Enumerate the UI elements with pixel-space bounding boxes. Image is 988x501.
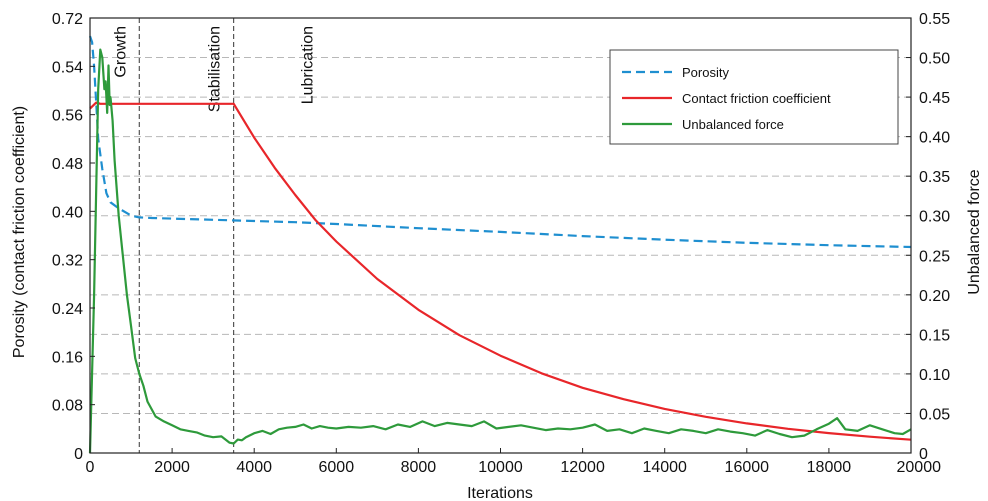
x-tick-label: 16000 [725,459,770,476]
y-right-tick-label: 0.10 [919,367,950,384]
y-left-tick-label: 0.16 [52,349,83,366]
legend-label: Contact friction coefficient [682,91,831,106]
x-tick-label: 8000 [401,459,437,476]
y-left-tick-label: 0.32 [52,253,83,270]
legend: Porosity Contact friction coefficient Unba… [609,49,899,145]
y-right-tick-label: 0.35 [919,169,950,186]
y-right-tick-label: 0.55 [919,11,950,28]
x-tick-label: 6000 [319,459,355,476]
grid-lines [90,57,911,414]
series-lines [88,35,912,454]
x-tick-label: 0 [86,459,95,476]
x-tick-label: 2000 [154,459,190,476]
series-line [88,35,912,249]
y-left-tick-label: 0.54 [52,59,83,76]
phase-label: Lubrication [299,26,316,104]
x-tick-label: 10000 [478,459,523,476]
y-right-tick-label: 0.25 [919,248,950,265]
series-line [89,101,912,441]
y-right-tick-label: 0.20 [919,288,950,305]
y-right-tick-label: 0.15 [919,327,950,344]
legend-label: Porosity [682,65,729,80]
phase-label: Stabilisation [207,26,224,112]
y-right-tick-label: 0.45 [919,90,950,107]
y-axis-label-left: Porosity (contact friction coefficient) [11,106,28,358]
x-tick-label: 4000 [236,459,272,476]
phase-label: Growth [112,26,129,78]
x-axis-label: Iterations [467,485,533,501]
y-right-tick-label: 0.05 [919,406,950,423]
y-left-tick-label: 0.24 [52,301,83,318]
x-tick-label: 14000 [642,459,687,476]
y-right-tick-label: 0.30 [919,209,950,226]
y-left-tick-label: 0 [74,446,83,463]
y-left-tick-label: 0.08 [52,398,83,415]
x-tick-label: 12000 [560,459,605,476]
x-tick-label: 18000 [807,459,852,476]
series-line [88,48,912,454]
y-right-tick-label: 0.40 [919,130,950,147]
phase-markers: Growth Stabilisation Lubrication [112,18,316,453]
y-left-tick-label: 0.48 [52,156,83,173]
y-left-tick-label: 0.72 [52,11,83,28]
y-right-tick-label: 0 [919,446,928,463]
legend-label: Unbalanced force [682,117,784,132]
x-tick-label: 20000 [897,459,942,476]
y-left-tick-label: 0.40 [52,204,83,221]
axis-ticks: 0 2000 4000 6000 8000 10000 12000 14000 16000 180… [52,11,950,476]
y-left-tick-label: 0.56 [52,108,83,125]
y-axis-label-right: Unbalanced force [966,169,983,295]
y-right-tick-label: 0.50 [919,51,950,68]
